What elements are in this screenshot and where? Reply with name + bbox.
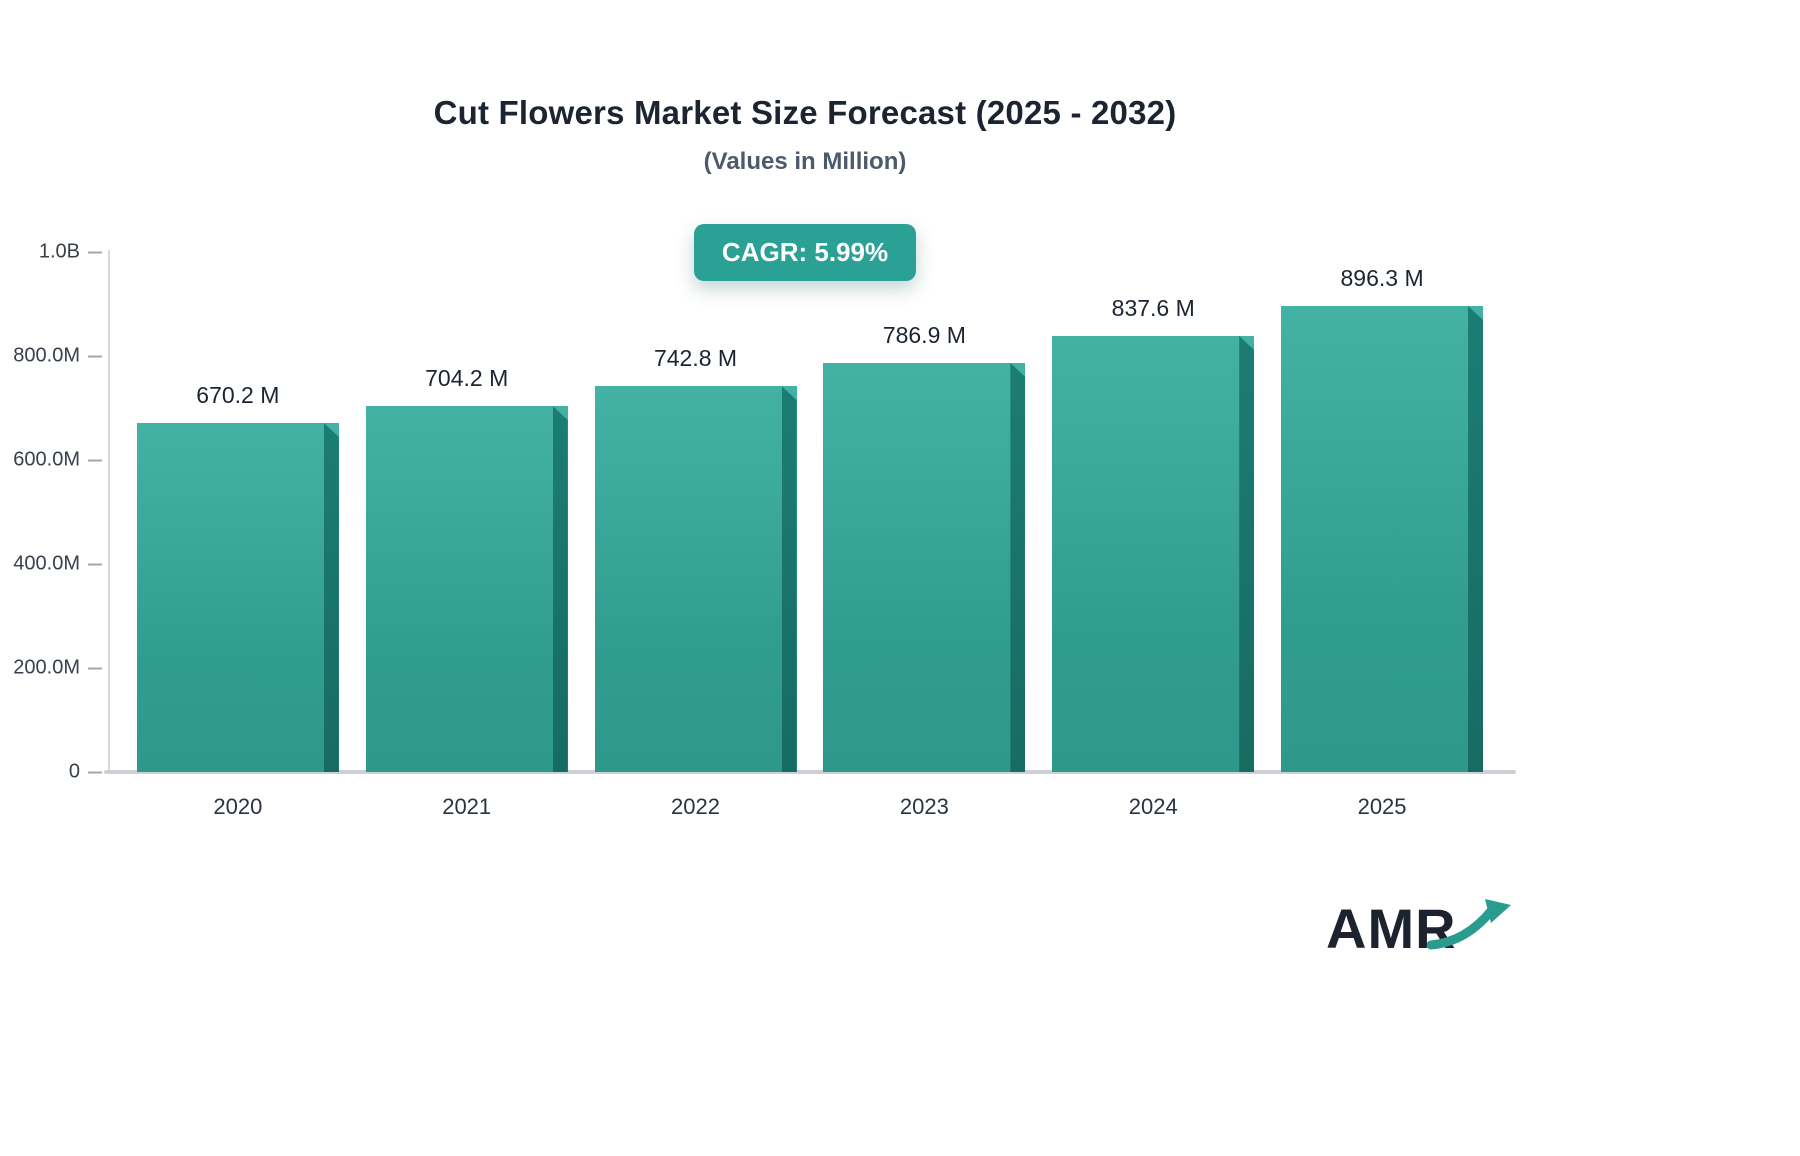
bar-2025 (1281, 306, 1484, 772)
bar-2024 (1052, 336, 1255, 772)
bar-value-label-2023: 786.9 M (882, 322, 966, 348)
y-tick-label: 200.0M (13, 656, 80, 679)
y-tick-mark (88, 251, 102, 253)
y-tick-mark (88, 459, 102, 461)
cagr-badge-wrap: CAGR: 5.99% (0, 224, 1610, 281)
y-axis-line (108, 250, 110, 772)
y-tick-label: 1.0B (38, 240, 80, 263)
y-tick-1.0B: 1.0B (10, 241, 102, 264)
y-axis-ticks: 0 200.0M 400.0M 600.0M 800.0M 1.0B (0, 241, 102, 783)
bar-value-label-2024: 837.6 M (1111, 295, 1195, 321)
category-label-2023: 2023 (899, 794, 949, 819)
y-tick-label: 400.0M (13, 552, 80, 575)
bar-value-label-2021: 704.2 M (425, 365, 509, 391)
y-tick-mark (88, 667, 102, 669)
bar-group-2023: 786.9 M 2023 (823, 322, 1026, 819)
y-tick-label: 800.0M (13, 344, 80, 367)
y-tick-0: 0 (10, 761, 102, 784)
y-tick-mark (88, 563, 102, 565)
bar-value-label-2025: 896.3 M (1340, 265, 1424, 291)
bar-2022 (594, 386, 797, 772)
bar-series: 670.2 M 2020 704.2 M 2021 742.8 M 2022 786.9 M… (110, 252, 1510, 819)
cagr-badge: CAGR: 5.99% (693, 224, 917, 281)
category-label-2025: 2025 (1357, 794, 1407, 819)
bar-2020 (136, 423, 339, 772)
bar-group-2025: 896.3 M 2025 (1281, 265, 1484, 819)
y-tick-label: 0 (68, 760, 80, 783)
y-tick-mark (88, 771, 102, 773)
y-tick-800.0M: 800.0M (10, 345, 102, 368)
chart-subtitle: (Values in Million) (703, 148, 907, 175)
bar-2023 (823, 363, 1026, 772)
bar-2021 (365, 406, 568, 772)
x-axis-line (104, 770, 1516, 774)
amr-logo-arrow-icon (1426, 898, 1511, 949)
bar-group-2020: 670.2 M 2020 (136, 382, 339, 819)
category-label-2022: 2022 (671, 794, 720, 819)
bar-value-label-2020: 670.2 M (196, 382, 280, 408)
bar-group-2024: 837.6 M 2024 (1052, 295, 1255, 819)
category-label-2024: 2024 (1128, 794, 1178, 819)
bar-group-2021: 704.2 M 2021 (365, 365, 568, 819)
y-tick-600.0M: 600.0M (10, 449, 102, 472)
bar-value-label-2022: 742.8 M (653, 345, 738, 371)
amr-logo-text: AMR (1326, 897, 1457, 960)
bar-group-2022: 742.8 M 2022 (594, 345, 797, 819)
category-label-2021: 2021 (442, 794, 492, 819)
y-tick-label: 600.0M (13, 448, 80, 471)
amr-logo: AMR (1326, 896, 1513, 961)
y-tick-mark (88, 355, 102, 357)
category-label-2020: 2020 (213, 794, 263, 819)
chart-title: Cut Flowers Market Size Forecast (2025 -… (433, 94, 1177, 131)
y-tick-200.0M: 200.0M (10, 657, 102, 680)
y-tick-400.0M: 400.0M (10, 553, 102, 576)
